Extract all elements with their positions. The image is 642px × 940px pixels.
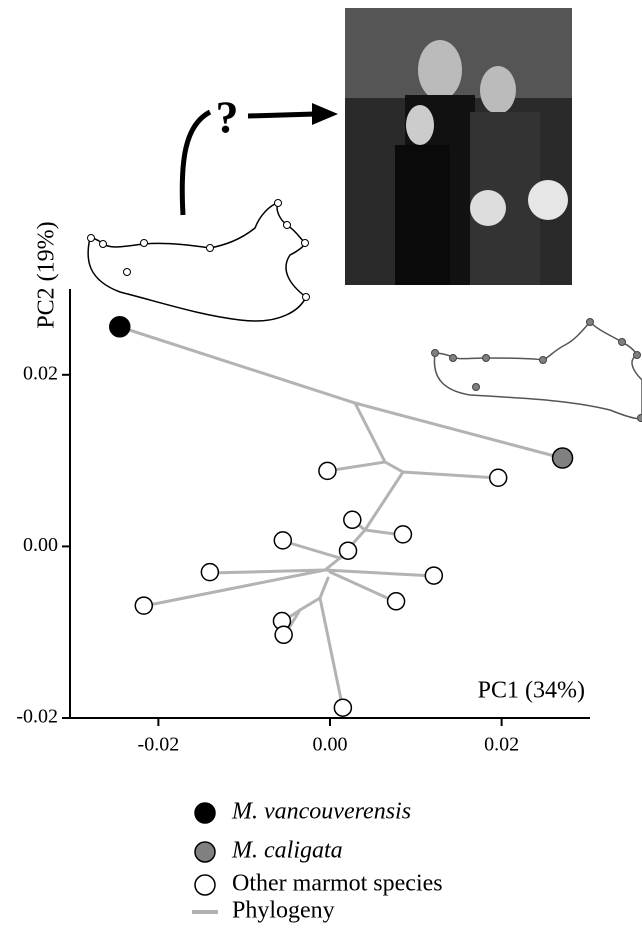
x-tick-label: 0.02 — [484, 734, 519, 756]
y-axis-label: PC2 (19%) — [34, 221, 60, 328]
point — [200, 562, 220, 582]
point — [551, 447, 574, 469]
point — [393, 525, 413, 544]
point — [274, 625, 293, 645]
legend-marker — [194, 841, 216, 863]
point — [338, 541, 358, 560]
arrow — [179, 109, 212, 216]
point — [318, 461, 337, 481]
point — [134, 596, 154, 615]
x-axis-label: PC1 (34%) — [478, 678, 585, 704]
x-tick-label: -0.02 — [138, 734, 180, 756]
x-tick-label: 0.00 — [313, 734, 348, 756]
point — [424, 566, 444, 585]
y-tick-label: 0.00 — [23, 534, 58, 556]
legend-label: M. vancouverensis — [231, 799, 411, 825]
legend-label: M. caligata — [231, 838, 343, 864]
arrow-head — [312, 103, 338, 125]
jaw-outline — [87, 199, 310, 322]
phylogeny — [118, 325, 564, 711]
point — [386, 592, 406, 611]
legend-label: Other marmot species — [232, 871, 443, 897]
point — [109, 316, 131, 338]
arrow — [247, 111, 316, 119]
point — [488, 468, 508, 488]
annotation: ? — [216, 92, 239, 143]
point — [273, 531, 293, 550]
legend-marker — [194, 874, 216, 896]
photo — [345, 8, 572, 285]
point — [333, 698, 353, 717]
jaw-outline — [431, 318, 642, 422]
legend-marker — [194, 802, 216, 824]
y-tick-label: -0.02 — [16, 706, 58, 728]
point — [343, 510, 362, 530]
legend-label: Phylogeny — [232, 898, 335, 924]
y-tick-label: 0.02 — [23, 362, 58, 384]
